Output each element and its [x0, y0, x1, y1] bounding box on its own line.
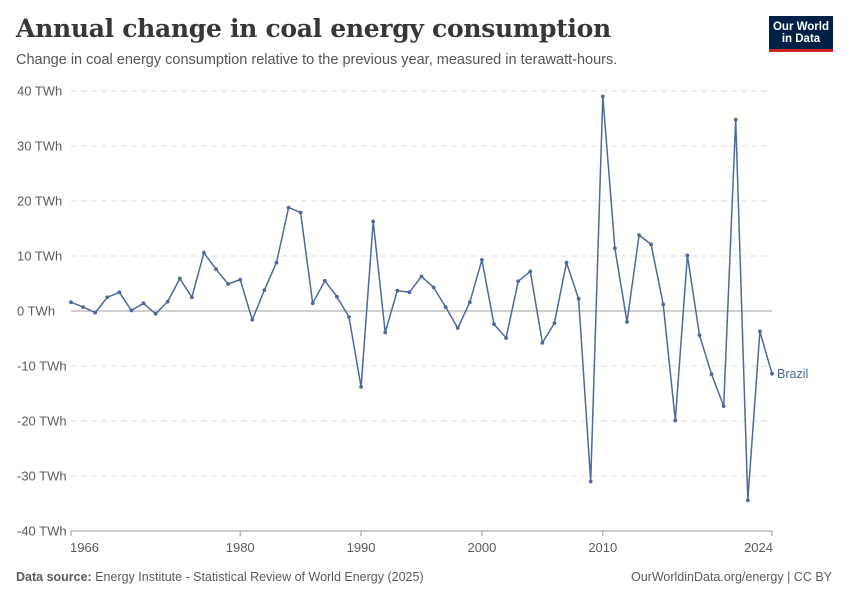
y-tick-label: 10 TWh [17, 249, 62, 264]
data-point [673, 418, 678, 423]
data-point [588, 479, 593, 484]
x-tick-label: 2000 [467, 540, 496, 555]
data-point [371, 219, 376, 224]
data-point [625, 320, 629, 324]
data-point [141, 301, 146, 306]
data-point [286, 205, 291, 210]
logo-line-1: Our World [772, 21, 829, 33]
data-point [419, 274, 424, 279]
data-point [467, 300, 472, 305]
data-point [576, 297, 581, 301]
data-point [758, 329, 762, 334]
data-point [709, 372, 714, 377]
data-point [69, 300, 73, 305]
data-point [721, 404, 726, 409]
data-point [480, 257, 484, 262]
grid-layer [71, 90, 772, 532]
data-point [129, 308, 134, 313]
data-point [214, 267, 218, 272]
data-point [226, 282, 231, 286]
y-tick-label: 20 TWh [17, 194, 62, 209]
data-point [528, 269, 533, 274]
data-point [745, 498, 750, 503]
data-point [649, 242, 654, 247]
series-label: Brazil [777, 367, 808, 381]
x-tick-label: 1966 [70, 540, 99, 555]
data-point [516, 279, 521, 284]
y-tick-label: -40 TWh [17, 524, 67, 539]
data-point [274, 260, 279, 265]
data-point [770, 371, 774, 376]
data-point [359, 385, 363, 389]
data-point [177, 276, 182, 281]
data-point [202, 250, 206, 255]
data-point [250, 317, 255, 322]
y-tick-label: 40 TWh [17, 84, 62, 99]
data-point [334, 294, 339, 299]
data-point [492, 322, 496, 327]
data-point [93, 310, 98, 315]
data-point [637, 233, 641, 238]
x-tick-label: 1980 [226, 540, 255, 555]
data-point [298, 210, 303, 215]
data-point [564, 260, 569, 265]
data-point [697, 333, 702, 338]
chart-title: Annual change in coal energy consumption [16, 14, 611, 43]
data-point [540, 341, 545, 345]
data-point [407, 290, 412, 295]
data-source-link[interactable]: Energy Institute - Statistical Review of… [95, 570, 424, 584]
data-source-note: Data source: Energy Institute - Statisti… [16, 570, 424, 584]
data-point [105, 295, 110, 300]
y-tick-label: -20 TWh [17, 414, 67, 429]
data-point [661, 302, 666, 307]
data-point [310, 301, 315, 306]
series-line-brazil [70, 95, 773, 501]
chart-subtitle: Change in coal energy consumption relati… [16, 52, 618, 68]
data-point [347, 315, 351, 319]
series-layer: Brazil [69, 94, 808, 503]
y-tick-label: 0 TWh [17, 304, 55, 319]
data-point [612, 246, 617, 251]
logo-line-2: in Data [781, 33, 821, 45]
data-point [504, 336, 509, 340]
data-point [383, 330, 388, 335]
x-tick-label: 2010 [588, 540, 617, 555]
data-point [165, 299, 170, 304]
x-tick-label: 2024 [744, 540, 773, 555]
data-point [153, 311, 158, 316]
data-point [81, 305, 85, 310]
data-point [600, 94, 605, 99]
data-point [238, 277, 243, 282]
data-point [189, 295, 194, 300]
y-tick-label: 30 TWh [17, 139, 62, 154]
data-point [395, 288, 400, 293]
data-point [117, 290, 122, 295]
data-source-label: Data source: [16, 570, 92, 584]
y-tick-label: -10 TWh [17, 359, 67, 374]
data-point [322, 278, 327, 283]
axis-layer: 40 TWh 30 TWh 20 TWh 10 TWh 0 TWh -10 TWh -20 … [17, 84, 773, 556]
data-point [733, 117, 738, 122]
data-point [262, 288, 267, 292]
owid-logo[interactable]: Our World in Data [769, 16, 833, 52]
data-point [431, 285, 436, 290]
data-point [685, 253, 690, 258]
data-point [552, 321, 557, 325]
data-point [455, 326, 460, 330]
y-tick-label: -30 TWh [17, 469, 67, 484]
footer-url[interactable]: OurWorldinData.org/energy | CC BY [630, 570, 832, 584]
data-point [443, 305, 448, 310]
x-tick-label: 1990 [347, 540, 376, 555]
